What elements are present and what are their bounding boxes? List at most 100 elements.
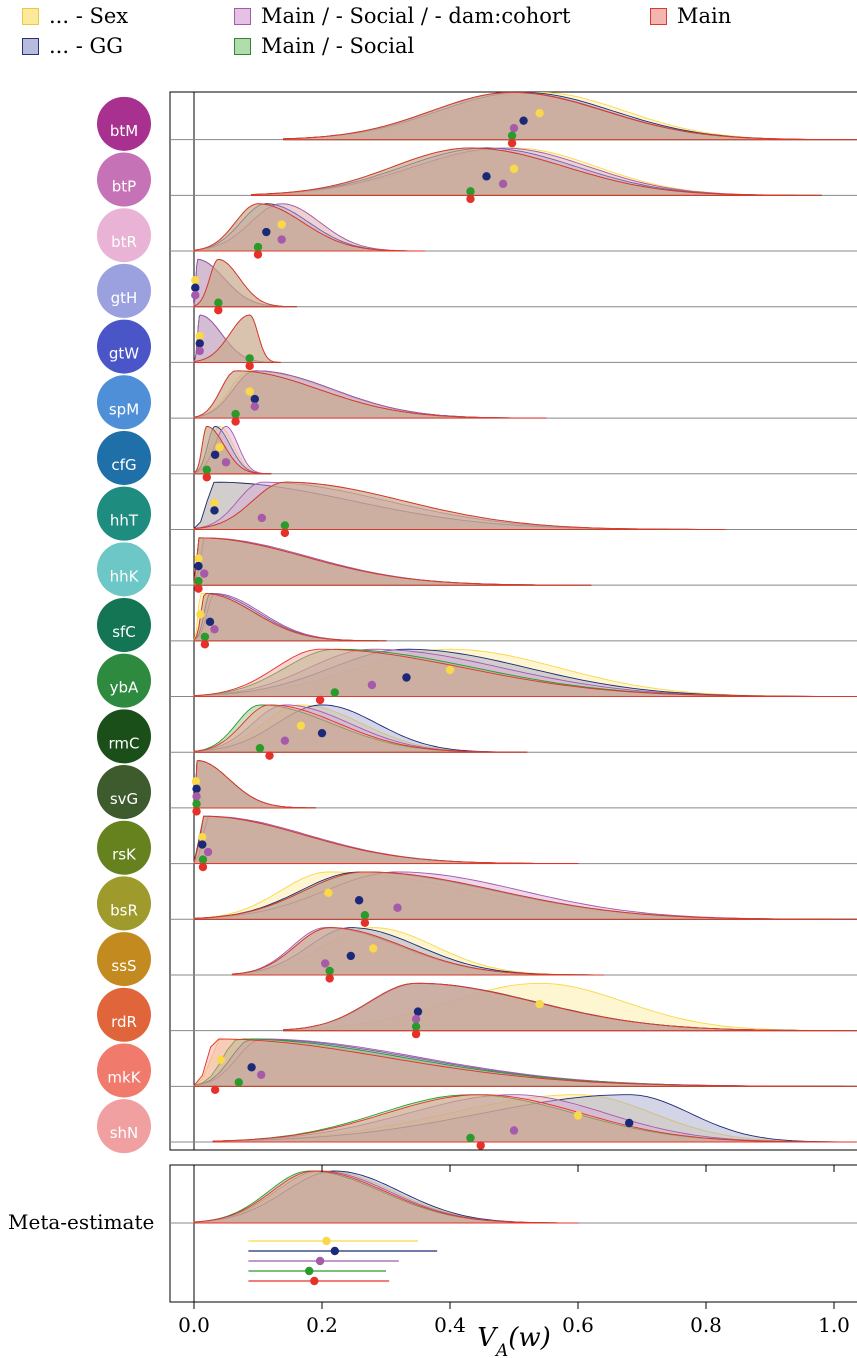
meta-point-DamCohort <box>315 1256 325 1266</box>
point-cfG-GG <box>210 450 220 459</box>
species-row-svG <box>170 760 857 816</box>
species-row-hhT <box>170 481 857 538</box>
species-label-bsR: bsR <box>110 901 138 919</box>
density-shN-GG <box>212 1094 857 1143</box>
point-gtW-Social <box>245 354 254 363</box>
point-ssS-Main <box>325 974 334 983</box>
point-rsK-Social <box>198 855 208 864</box>
species-icon-bg <box>97 709 151 764</box>
point-hhK-Sex <box>194 554 203 563</box>
species-icon-btR: btR <box>97 208 151 263</box>
species-icon-shN: shN <box>97 1099 151 1154</box>
point-shN-Sex <box>573 1111 583 1120</box>
density-rdR-Main <box>283 982 857 1032</box>
species-row-sfC <box>170 593 857 649</box>
legend-item-social: Main / - Social <box>234 34 414 58</box>
legend-label-sex: ... - Sex <box>49 4 129 28</box>
point-gtW-GG <box>195 339 204 348</box>
point-shN-Social <box>466 1133 475 1143</box>
species-row-rdR <box>170 982 857 1039</box>
density-hhT-Main <box>193 481 726 530</box>
point-hhK-Social <box>194 576 203 586</box>
x-tick-label: 0.4 <box>434 1313 466 1337</box>
species-row-hhK <box>170 537 857 593</box>
species-icon-rmC: rmC <box>97 709 151 764</box>
point-rsK-Sex <box>198 832 207 842</box>
density-sfC-Main <box>193 593 387 642</box>
species-icon-ssS: ssS <box>97 932 151 987</box>
density-cfG-DamCohort <box>193 426 272 475</box>
point-shN-DamCohort <box>509 1126 519 1135</box>
species-label-ybA: ybA <box>110 679 139 697</box>
x-axis-label: VA(w) <box>477 1323 551 1358</box>
species-row-ssS <box>170 927 857 983</box>
point-rdR-GG <box>413 1007 423 1016</box>
meta-point-GG <box>330 1246 339 1256</box>
point-btP-DamCohort <box>498 179 508 189</box>
point-mkK-DamCohort <box>257 1070 266 1079</box>
point-ssS-Sex <box>369 944 378 953</box>
point-btM-Social <box>507 131 517 140</box>
point-svG-Sex <box>191 777 201 786</box>
meta-point-Sex <box>322 1236 331 1246</box>
point-spM-Sex <box>245 387 254 396</box>
species-icon-bg <box>97 1099 151 1154</box>
density-hhK-Main <box>193 537 592 586</box>
density-mkK-Main <box>193 1038 857 1087</box>
species-icon-ybA: ybA <box>97 653 151 708</box>
species-icon-rdR: rdR <box>97 987 151 1042</box>
species-icon-bg <box>97 876 151 931</box>
point-sfC-Sex <box>196 610 205 619</box>
point-btM-GG <box>519 116 528 125</box>
species-icon-rsK: rsK <box>97 820 151 875</box>
species-icon-bg <box>97 653 151 708</box>
legend-swatch-social <box>234 37 251 55</box>
point-rdR-Sex <box>535 999 544 1009</box>
point-ssS-Social <box>325 966 334 976</box>
species-label-hhK: hhK <box>110 567 140 585</box>
species-row-spM <box>170 370 857 426</box>
density-btM-Main <box>283 91 857 141</box>
density-rdR-Sex <box>283 982 857 1032</box>
point-ybA-GG <box>402 673 411 682</box>
point-gtW-Sex <box>195 331 204 341</box>
species-icon-bg <box>97 208 151 263</box>
species-icon-bg <box>97 765 151 820</box>
legend-label-damcohort: Main / - Social / - dam:cohort <box>261 4 571 28</box>
point-rsK-GG <box>198 840 207 849</box>
point-rmC-Main <box>265 751 274 760</box>
species-icon-bg <box>97 820 151 875</box>
species-icon-bg <box>97 542 151 597</box>
density-btR-Main <box>193 203 425 252</box>
point-btM-Main <box>507 138 517 148</box>
x-axis: 0.0 0.2 0.4 0.6 0.8 1.0 VA(w) <box>178 1165 850 1358</box>
species-icon-mkK: mkK <box>97 1043 151 1098</box>
point-btR-GG <box>262 227 271 237</box>
point-rdR-Social <box>411 1022 421 1031</box>
point-hhK-GG <box>194 561 203 571</box>
species-row-btR <box>170 203 857 259</box>
species-label-cfG: cfG <box>111 456 136 474</box>
species-label-gtH: gtH <box>111 289 138 307</box>
legend-item-main: Main <box>650 4 731 28</box>
species-label-btM: btM <box>110 122 138 140</box>
species-label-shN: shN <box>110 1124 139 1142</box>
point-svG-GG <box>192 784 201 794</box>
species-icon-btM: btM <box>97 96 151 151</box>
species-row-btM <box>170 91 857 148</box>
species-row-mkK <box>170 1038 857 1094</box>
point-rmC-DamCohort <box>280 736 290 745</box>
species-labels: btM btP btR gtH gtW spM cfG hhT hhK sfC ybA rmC svG r… <box>97 96 151 1154</box>
point-cfG-Main <box>202 473 211 482</box>
point-btP-GG <box>482 172 491 181</box>
point-shN-GG <box>625 1118 634 1128</box>
point-btP-Main <box>466 194 475 204</box>
point-btR-Main <box>253 250 263 259</box>
species-icon-bg <box>97 486 151 541</box>
point-spM-Social <box>231 409 240 419</box>
point-gtW-DamCohort <box>195 346 204 356</box>
density-gtH-Main <box>193 258 297 308</box>
legend-item-damcohort: Main / - Social / - dam:cohort <box>234 4 570 28</box>
point-mkK-Sex <box>216 1055 226 1064</box>
legend-swatch-main <box>650 7 667 25</box>
